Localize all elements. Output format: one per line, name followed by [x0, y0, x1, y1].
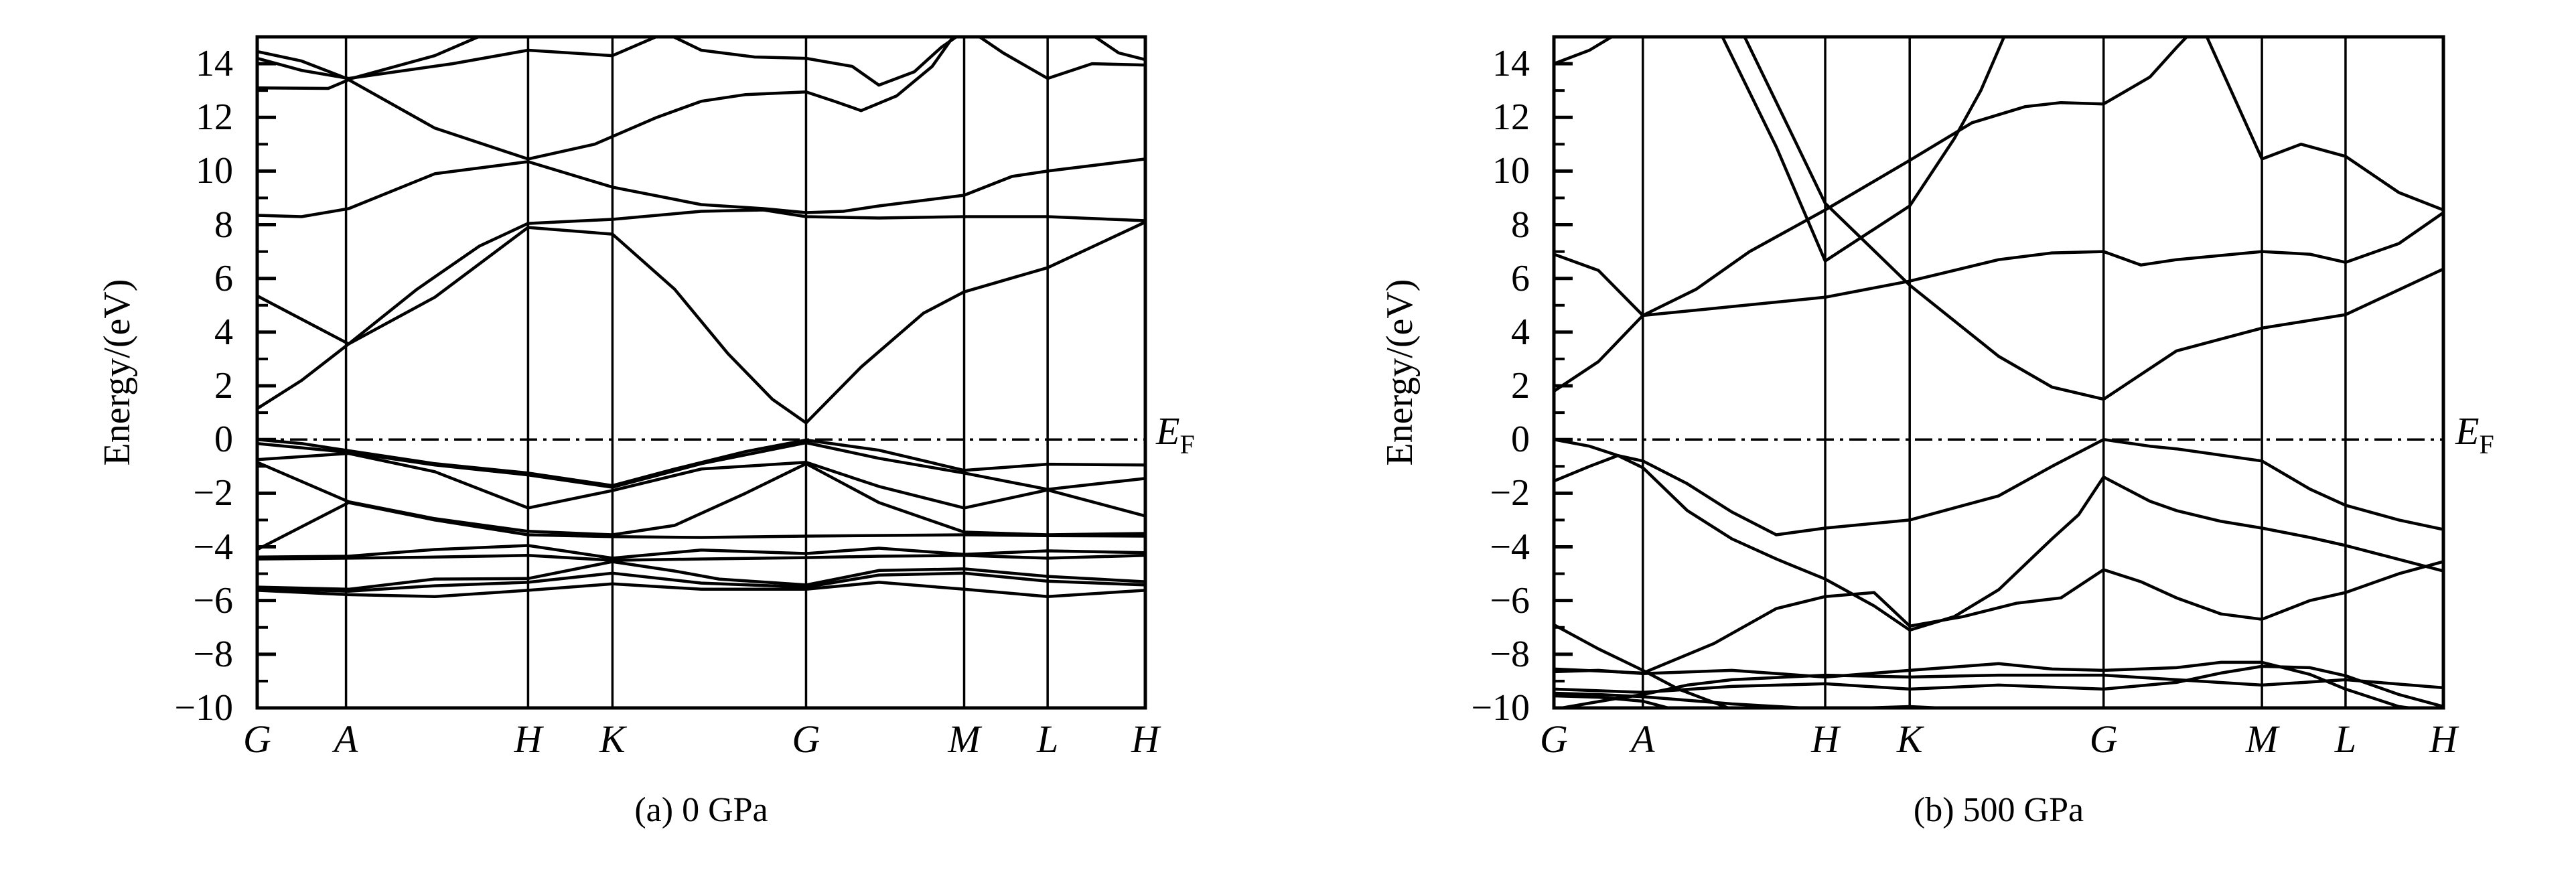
y-tick-label: 12: [196, 96, 233, 139]
plot-frame: [255, 35, 1147, 710]
caption-panel-a: (a) 0 GPa: [634, 791, 768, 829]
band-line: [1092, 37, 1145, 62]
y-tick-label: 14: [196, 43, 233, 85]
band-line: [257, 581, 1145, 598]
fermi-level-label-panel-b: EF: [2455, 410, 2494, 466]
k-point-label: L: [1036, 717, 1059, 761]
plot-frame: [1552, 35, 2445, 710]
y-tick-label: −6: [1490, 579, 1530, 622]
y-tick-label: 4: [214, 311, 233, 353]
band-line: [1554, 37, 1615, 66]
band-line: [257, 441, 1145, 491]
band-line: [1554, 691, 2107, 708]
band-line: [977, 37, 1145, 80]
band-line: [670, 37, 959, 87]
band-line: [257, 560, 1145, 591]
band-line: [257, 571, 1145, 593]
y-tick-label: −2: [1490, 472, 1530, 514]
band-line: [257, 157, 1145, 218]
y-tick-label: 8: [214, 204, 233, 246]
band-line: [1554, 694, 1674, 708]
k-point-label: M: [948, 717, 981, 761]
y-tick-label: −8: [193, 633, 233, 675]
band-line: [1554, 664, 2443, 708]
k-point-label: H: [1811, 717, 1839, 761]
fermi-label-base: E: [1156, 409, 1180, 453]
band-line: [1554, 560, 2443, 675]
band-line: [257, 37, 660, 80]
fermi-level-label-panel-a: EF: [1156, 410, 1195, 466]
band-line: [257, 554, 1145, 562]
y-tick-label: −8: [1490, 633, 1530, 675]
y-tick-label: 12: [1492, 96, 1530, 139]
k-point-label: H: [2429, 717, 2457, 761]
band-line: [257, 220, 1145, 425]
y-tick-label: 2: [1511, 365, 1530, 407]
k-point-label: M: [2245, 717, 2279, 761]
k-point-label: G: [2089, 717, 2118, 761]
y-tick-label: −2: [193, 472, 233, 514]
y-tick-label: 2: [214, 365, 233, 407]
bands-group: [257, 37, 1145, 598]
y-tick-label: 4: [1511, 311, 1530, 353]
k-point-label: G: [792, 717, 820, 761]
band-line: [1554, 660, 2423, 708]
band-line: [1554, 453, 2443, 632]
band-line: [2205, 37, 2443, 212]
y-tick-label: 6: [1511, 257, 1530, 299]
band-line: [257, 501, 1145, 551]
k-point-label: H: [514, 717, 543, 761]
band-line: [1554, 37, 2189, 317]
k-point-label: A: [334, 717, 358, 761]
y-tick-label: 10: [1492, 150, 1530, 192]
band-line: [257, 437, 1145, 488]
band-line: [1554, 211, 2443, 393]
band-line: [1743, 37, 2443, 401]
k-point-label: A: [1631, 717, 1655, 761]
band-line: [257, 208, 1145, 411]
y-tick-label: −10: [1471, 687, 1530, 729]
y-tick-label: 0: [1511, 419, 1530, 461]
k-point-label: K: [599, 717, 626, 761]
y-tick-label: 10: [196, 150, 233, 192]
k-point-label: H: [1131, 717, 1159, 761]
y-tick-label: −6: [193, 579, 233, 622]
y-tick-label: 6: [214, 257, 233, 299]
fermi-label-subscript: F: [1179, 429, 1195, 459]
caption-panel-b: (b) 500 GPa: [1913, 791, 2084, 829]
k-point-label: G: [243, 717, 271, 761]
band-line: [257, 451, 1145, 518]
y-tick-label: −4: [193, 526, 233, 568]
fermi-label-base: E: [2455, 409, 2480, 453]
band-line: [257, 544, 1145, 560]
y-tick-label: 0: [214, 419, 233, 461]
y-tick-label: −4: [1490, 526, 1530, 568]
k-point-label: L: [2334, 717, 2357, 761]
y-tick-label: 8: [1511, 204, 1530, 246]
k-point-label: K: [1896, 717, 1923, 761]
band-line: [257, 37, 955, 161]
y-tick-label: −10: [174, 687, 233, 729]
y-tick-label: 14: [1492, 43, 1530, 85]
y-axis-title-panel-b: Energy/(eV): [1379, 279, 1421, 466]
band-line: [1721, 37, 2006, 263]
fermi-label-subscript: F: [2479, 429, 2494, 459]
band-line: [1554, 673, 2443, 708]
band-line: [1554, 437, 2443, 536]
bands-group: [1554, 37, 2443, 708]
k-point-label: G: [1540, 717, 1568, 761]
